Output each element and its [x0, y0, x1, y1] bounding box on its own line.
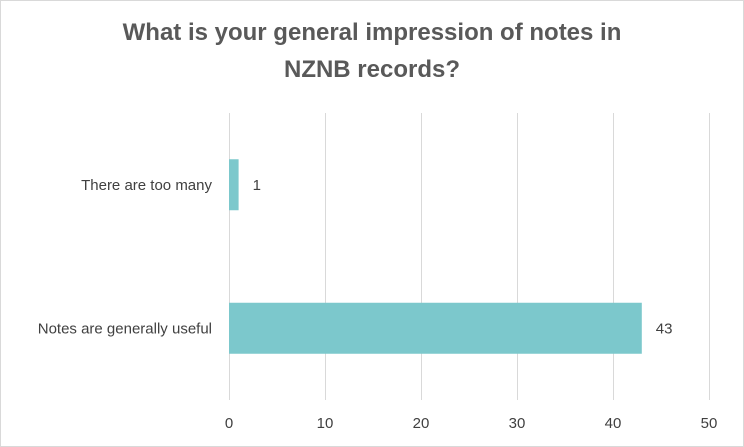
bar-1 — [229, 302, 642, 354]
chart-title: What is your general impression of notes… — [0, 14, 744, 88]
data-label-0: 1 — [253, 177, 261, 194]
x-tick-label-30: 30 — [509, 415, 526, 432]
chart-title-line-1: What is your general impression of notes… — [122, 19, 622, 46]
x-tick-label-10: 10 — [317, 415, 334, 432]
x-tick-label-40: 40 — [605, 415, 622, 432]
x-tick-labels: 0 10 20 30 40 50 — [225, 415, 718, 432]
gridlines — [229, 113, 710, 400]
bar-0 — [229, 159, 239, 211]
chart-title-line-2: NZNB records? — [283, 56, 461, 83]
category-labels: There are too many Notes are generally us… — [38, 177, 213, 338]
x-tick-label-20: 20 — [413, 415, 430, 432]
data-label-1: 43 — [656, 320, 673, 337]
category-label-0: There are too many — [81, 177, 212, 194]
bars — [229, 159, 642, 354]
category-label-1: Notes are generally useful — [38, 320, 212, 337]
x-tick-label-0: 0 — [225, 415, 233, 432]
data-labels: 1 43 — [253, 177, 673, 338]
x-tick-label-50: 50 — [701, 415, 718, 432]
